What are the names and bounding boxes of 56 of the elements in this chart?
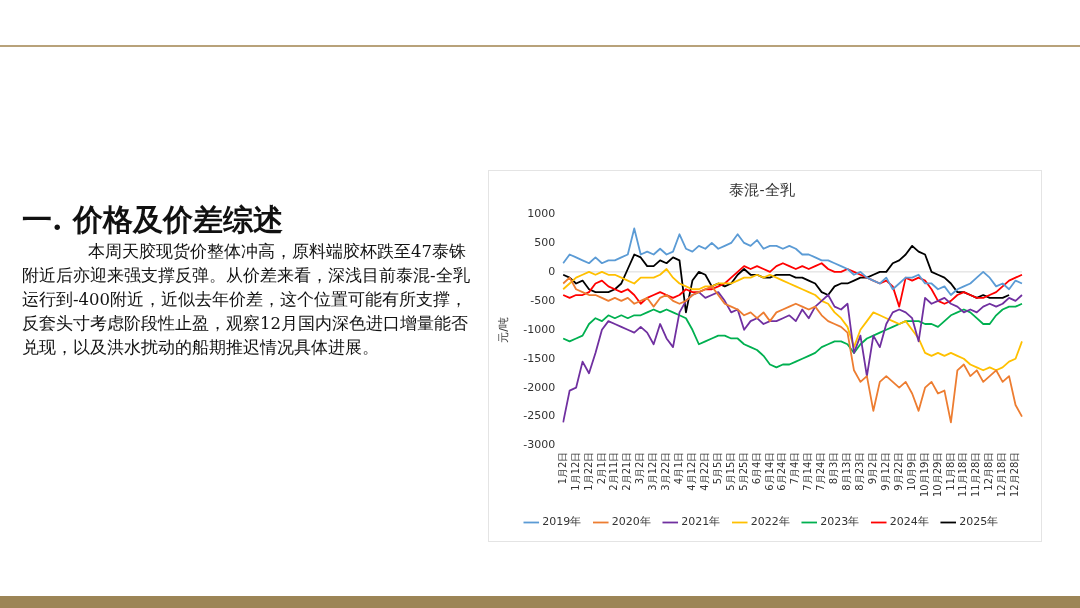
x-tick-label: 7月4日 [789,451,801,485]
x-tick-label: 8月3日 [828,451,840,485]
y-tick-label: 0 [548,264,556,278]
x-tick-label: 2月1日 [595,451,607,485]
chart-title: 泰混-全乳 [729,180,795,199]
x-tick-label: 5月5日 [711,451,723,485]
x-tick-label: 4月1日 [673,451,685,485]
x-tick-label: 7月14日 [802,451,814,491]
x-tick-label: 10月29日 [931,451,943,497]
y-tick-label: -1500 [523,351,556,365]
x-tick-label: 2月21日 [621,451,633,491]
legend-label: 2023年 [820,515,860,529]
y-tick-label: -3000 [523,438,556,452]
legend-label: 2025年 [959,515,999,529]
x-tick-label: 12月8日 [983,451,995,491]
text: 一. 价格及价差综述 [22,201,283,239]
x-tick-label: 8月13日 [841,451,853,491]
x-tick-label: 4月12日 [686,451,698,491]
x-tick-label: 10月9日 [905,451,917,491]
x-tick-label: 3月12日 [647,451,659,491]
x-tick-label: 11月8日 [944,451,956,491]
x-tick-label: 5月15日 [724,451,736,491]
x-tick-label: 6月4日 [750,451,762,485]
y-tick-label: -1000 [523,322,556,336]
x-tick-label: 1月2日 [556,451,568,485]
x-tick-label: 10月19日 [918,451,930,497]
legend-label: 2024年 [889,515,929,529]
x-tick-label: 7月24日 [815,451,827,491]
x-tick-label: 12月18日 [996,451,1008,497]
x-tick-label: 1月12日 [569,451,581,491]
x-tick-label: 11月18日 [957,451,969,497]
y-tick-label: -2000 [523,380,556,394]
legend-label: 2020年 [611,515,651,529]
x-tick-label: 4月22日 [698,451,710,491]
x-tick-label: 3月2日 [634,451,646,485]
y-tick-label: -500 [530,293,556,307]
x-tick-label: 1月22日 [582,451,594,491]
legend-label: 2021年 [681,515,721,529]
x-tick-label: 11月28日 [970,451,982,497]
x-tick-label: 8月23日 [854,451,866,491]
y-tick-label: 1000 [527,206,556,220]
y-axis-title: 元/吨 [497,316,511,343]
x-tick-label: 9月22日 [892,451,904,491]
x-tick-label: 2月11日 [608,451,620,491]
x-tick-label: 12月28日 [1009,451,1021,497]
x-tick-label: 9月12日 [879,451,891,491]
legend-label: 2022年 [750,515,790,529]
text: 本周天胶现货价整体冲高，原料端胶杯跌至47泰铢附近后亦迎来强支撑反弹。从价差来看，深浅目前泰混-全乳运行到-400附近，近似去年价差，这个位置可能有所支撑，反套头寸考虑阶段性止盈，观察12月国内深色进口增量能否兑现，以及洪水扰动的船期推迟情况具体进展。 [22,241,471,359]
x-tick-label: 6月14日 [763,451,775,491]
x-tick-label: 9月2日 [866,451,878,485]
y-tick-label: -2500 [523,409,556,423]
x-tick-label: 3月22日 [660,451,672,491]
x-tick-label: 6月24日 [776,451,788,491]
y-tick-label: 500 [534,235,556,249]
legend-label: 2019年 [542,515,582,529]
x-tick-label: 5月25日 [737,451,749,491]
